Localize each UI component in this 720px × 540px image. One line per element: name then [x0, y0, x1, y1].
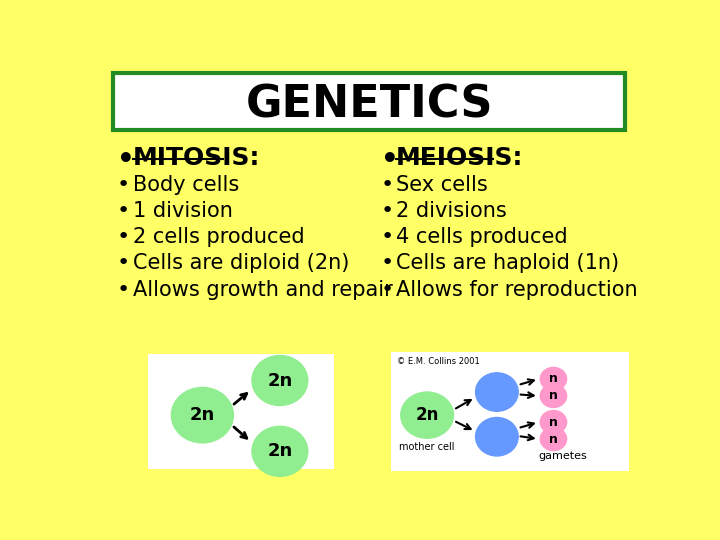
Text: gametes: gametes: [539, 451, 587, 461]
Text: •: •: [381, 280, 394, 300]
Text: •: •: [381, 227, 394, 247]
Text: 4 cells produced: 4 cells produced: [396, 227, 568, 247]
Text: •: •: [117, 201, 130, 221]
Ellipse shape: [476, 373, 518, 411]
Ellipse shape: [540, 410, 567, 434]
Text: n: n: [549, 373, 558, 386]
Text: •: •: [381, 146, 398, 174]
Ellipse shape: [540, 384, 567, 408]
FancyBboxPatch shape: [148, 354, 334, 469]
Text: 2 cells produced: 2 cells produced: [132, 227, 305, 247]
Text: Cells are diploid (2n): Cells are diploid (2n): [132, 253, 349, 273]
Text: MEIOSIS:: MEIOSIS:: [396, 146, 523, 170]
Ellipse shape: [401, 392, 454, 438]
Text: Allows growth and repair: Allows growth and repair: [132, 280, 392, 300]
Text: 2n: 2n: [267, 442, 292, 460]
Text: •: •: [381, 253, 394, 273]
Text: •: •: [381, 175, 394, 195]
Ellipse shape: [540, 428, 567, 450]
Text: 2n: 2n: [190, 406, 215, 424]
Text: Body cells: Body cells: [132, 175, 239, 195]
Ellipse shape: [252, 426, 307, 476]
Text: •: •: [381, 201, 394, 221]
Text: •: •: [117, 253, 130, 273]
Text: n: n: [549, 389, 558, 402]
Text: GENETICS: GENETICS: [246, 83, 492, 126]
Ellipse shape: [540, 367, 567, 390]
Text: 2n: 2n: [267, 372, 292, 389]
Text: •: •: [117, 146, 135, 174]
Text: Allows for reproduction: Allows for reproduction: [396, 280, 638, 300]
Text: n: n: [549, 433, 558, 446]
Text: n: n: [549, 416, 558, 429]
Text: 1 division: 1 division: [132, 201, 233, 221]
FancyBboxPatch shape: [391, 352, 629, 471]
Text: 2 divisions: 2 divisions: [396, 201, 507, 221]
Ellipse shape: [171, 387, 233, 443]
Text: 2n: 2n: [415, 406, 438, 424]
Text: •: •: [117, 175, 130, 195]
Text: •: •: [117, 227, 130, 247]
Ellipse shape: [252, 355, 307, 406]
Text: mother cell: mother cell: [400, 442, 455, 452]
Ellipse shape: [476, 417, 518, 456]
Text: •: •: [117, 280, 130, 300]
Text: MITOSIS:: MITOSIS:: [132, 146, 260, 170]
Text: © E.M. Collins 2001: © E.M. Collins 2001: [397, 356, 480, 366]
Text: Cells are haploid (1n): Cells are haploid (1n): [396, 253, 619, 273]
FancyBboxPatch shape: [113, 72, 625, 130]
Text: Sex cells: Sex cells: [396, 175, 488, 195]
